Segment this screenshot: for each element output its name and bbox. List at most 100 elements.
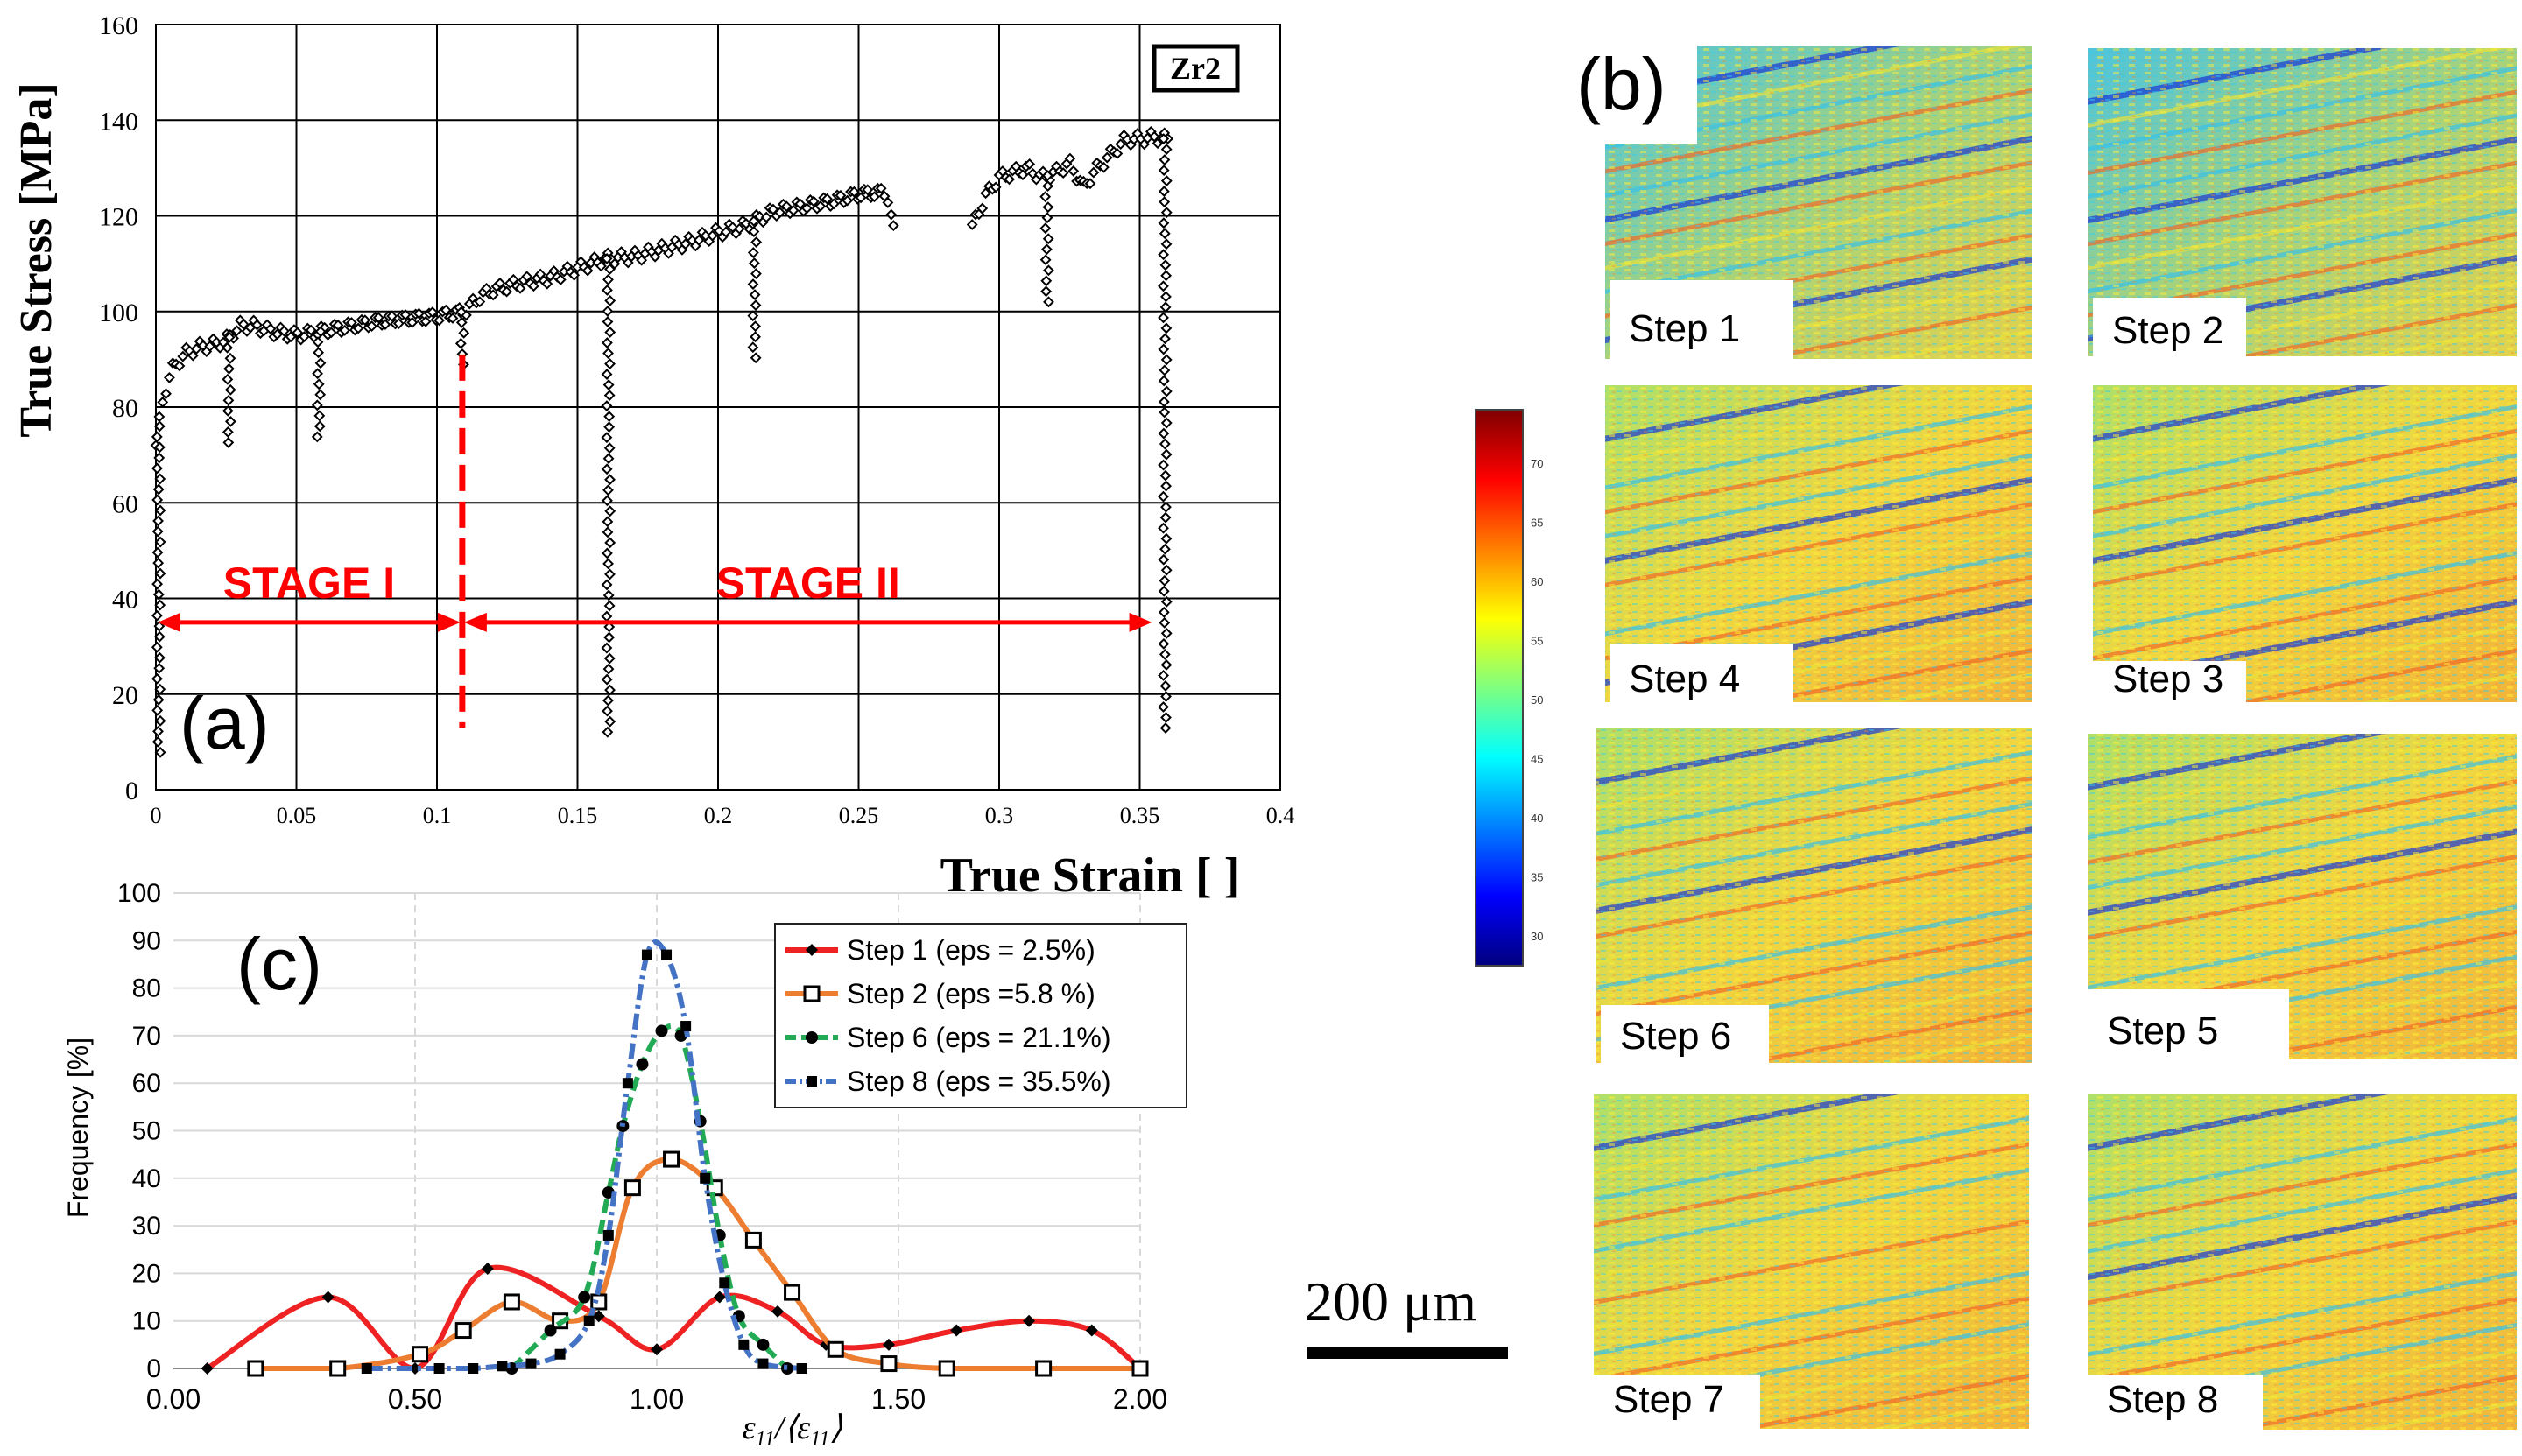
series-marker <box>623 1179 641 1197</box>
stress-drop-point <box>750 352 762 364</box>
panel-a-y-tick-label: 140 <box>99 107 138 136</box>
stress-drop-point <box>153 662 166 674</box>
series-line <box>366 939 802 1372</box>
stress-drop-point <box>1158 606 1170 618</box>
panel-c-legend: Step 1 (eps = 2.5%) Step 2 (eps =5.8 %) St… <box>774 923 1187 1108</box>
stress-drop-point <box>1158 427 1170 440</box>
stress-drop-point <box>1042 233 1054 245</box>
stress-drop-point <box>602 516 614 528</box>
strain-map-tile: Step 2 <box>2088 48 2517 361</box>
curve-point <box>528 280 539 292</box>
panel-c-series <box>201 939 1149 1377</box>
curve-point <box>1024 158 1036 170</box>
curve-point <box>251 319 263 331</box>
series-marker <box>361 1363 372 1374</box>
curve-point <box>821 193 833 205</box>
stress-drop-point <box>604 568 616 580</box>
stress-drop-point <box>1040 275 1053 287</box>
series-marker <box>454 1322 472 1340</box>
stress-drop-point <box>602 379 615 391</box>
stress-drop-point <box>1042 180 1053 193</box>
stress-drop-point <box>602 306 614 317</box>
curve-point <box>842 194 854 207</box>
stress-drop-point <box>602 526 614 538</box>
stress-drop-point <box>313 420 326 433</box>
stress-drop-point <box>1158 522 1169 534</box>
panel-a-x-tick-label: 0 <box>151 803 162 828</box>
step-label: Step 6 <box>1620 1015 1731 1058</box>
colorbar: 70 65 60 55 50 45 40 35 30 <box>1475 409 1543 967</box>
curve-point <box>801 202 813 215</box>
stress-drop-point <box>601 400 613 412</box>
step-label: Step 5 <box>2107 1009 2218 1052</box>
stress-drop-point <box>602 285 613 296</box>
strain-map-tile: Step 4 <box>1605 385 2032 709</box>
series-marker <box>796 1363 807 1374</box>
curve-point <box>292 327 304 339</box>
curve-point <box>568 269 581 281</box>
stress-drop-point <box>601 369 613 380</box>
stress-drop-point <box>1160 595 1173 608</box>
series-marker <box>554 1348 566 1360</box>
curve-point <box>707 229 718 242</box>
curve-point <box>1017 169 1029 181</box>
stress-drop-point <box>747 310 759 322</box>
curve-point <box>1004 173 1015 186</box>
stress-drop-point <box>747 247 759 258</box>
series-marker <box>433 1363 445 1374</box>
stress-drop-point <box>1158 396 1170 408</box>
stress-drop-point <box>602 484 614 496</box>
stress-drop-point <box>603 631 616 644</box>
curve-point <box>720 226 732 238</box>
colorbar-tick-labels: 70 65 60 55 50 45 40 35 30 <box>1531 457 1543 943</box>
panel-c-x-tick-label: 2.00 <box>1113 1383 1167 1415</box>
series-marker <box>1035 1360 1053 1377</box>
stress-drop-point <box>311 399 323 411</box>
curve-point <box>976 202 989 215</box>
step-label-background <box>1594 1375 1760 1430</box>
curve-point <box>554 274 567 285</box>
series-marker <box>771 1305 784 1318</box>
stress-drop-point <box>748 215 760 227</box>
stress-drop-point <box>603 652 616 665</box>
series-marker <box>827 1340 844 1358</box>
series-marker <box>583 1315 595 1326</box>
stress-drop-point <box>1158 165 1170 177</box>
curve-point <box>160 388 172 400</box>
stress-drop-point <box>455 306 468 318</box>
stress-drop-point <box>1158 280 1169 292</box>
series-marker <box>807 1076 817 1087</box>
step-label: Step 4 <box>1629 658 1740 700</box>
legend-entry: Step 6 (eps = 21.1%) <box>847 1022 1111 1053</box>
series-marker <box>674 1029 687 1042</box>
stress-drop-point <box>1040 243 1053 256</box>
stress-drop-point <box>1159 511 1172 524</box>
legend-entry: Step 1 (eps = 2.5%) <box>847 934 1095 966</box>
zr2-label-box: Zr2 <box>1152 44 1240 93</box>
step-label-background <box>2088 1375 2263 1430</box>
stress-drop-point <box>1159 574 1171 587</box>
stress-drop-point <box>1159 680 1172 692</box>
panel-c-frequency: 0 10 20 30 40 50 60 70 80 90 100 0.00 0.50 1.00 1.50 2.… <box>62 879 1187 1451</box>
series-marker <box>882 1338 895 1351</box>
curve-point <box>1088 166 1100 179</box>
stress-drop-point <box>602 726 614 738</box>
step-label: Step 8 <box>2107 1378 2218 1421</box>
panel-b-label: (b) <box>1576 43 1666 125</box>
stress-drop-point <box>152 693 165 706</box>
series-marker <box>806 1031 818 1044</box>
strain-map-grid: Step 1 Step 2 Step 4 Step 3 Step 6 Step 5 Step… <box>1594 46 2517 1430</box>
series-marker <box>806 944 818 956</box>
stress-drop-point <box>1160 564 1173 576</box>
stress-drop-point <box>1159 364 1171 376</box>
stress-drop-point <box>604 537 616 549</box>
panel-c-y-tick-label: 60 <box>132 1069 161 1098</box>
curve-point <box>426 306 439 318</box>
stress-drop-point <box>152 515 164 527</box>
curve-point <box>774 207 786 219</box>
zr2-label: Zr2 <box>1170 51 1221 86</box>
strain-map-image <box>2088 1094 2517 1430</box>
series-marker <box>661 949 673 960</box>
colorbar-tick-label: 50 <box>1531 693 1543 707</box>
curve-point <box>474 296 486 308</box>
